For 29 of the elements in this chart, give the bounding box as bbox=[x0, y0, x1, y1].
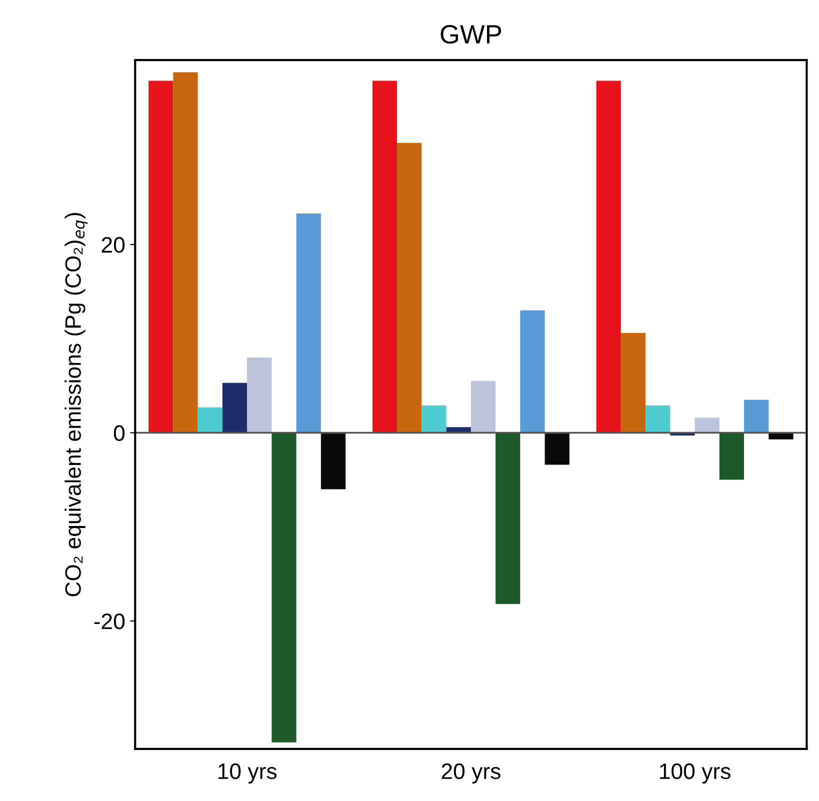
chart-title: GWP bbox=[440, 24, 502, 44]
y-tick-label: 20 bbox=[102, 237, 125, 253]
bar bbox=[496, 432, 520, 604]
bar bbox=[397, 142, 422, 433]
y-tick-label: 0 bbox=[114, 425, 125, 442]
bar bbox=[744, 400, 769, 433]
y-axis-title: CO₂ equivalent emissions (Pg (CO₂)$_{eq}$) bbox=[64, 213, 88, 596]
x-tick-label: 10 yrs bbox=[218, 763, 277, 784]
bar bbox=[470, 380, 496, 433]
bar bbox=[320, 432, 346, 490]
x-tick-label: 20 yrs bbox=[442, 763, 500, 784]
bar bbox=[247, 357, 272, 433]
bar bbox=[372, 80, 398, 433]
y-tick-label: -20 bbox=[94, 613, 125, 630]
bar bbox=[694, 418, 720, 433]
x-tick-label: 100 yrs bbox=[660, 763, 730, 784]
bar bbox=[719, 432, 744, 480]
bar bbox=[272, 432, 296, 742]
bar bbox=[520, 310, 545, 433]
bar bbox=[296, 213, 321, 433]
bar bbox=[222, 382, 248, 433]
bar bbox=[620, 332, 646, 433]
bar bbox=[544, 432, 570, 465]
bar bbox=[148, 80, 174, 433]
bar bbox=[198, 407, 222, 433]
bar bbox=[596, 80, 621, 433]
bar bbox=[422, 405, 446, 433]
bar bbox=[173, 72, 198, 433]
bar bbox=[646, 405, 670, 433]
